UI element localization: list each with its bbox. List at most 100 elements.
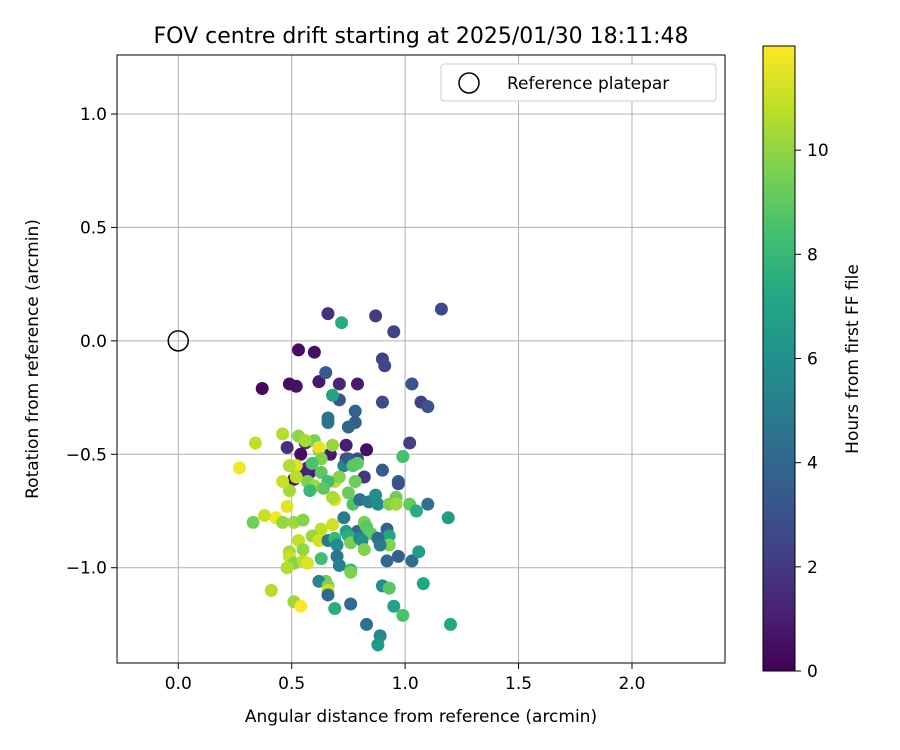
- data-point: [443, 617, 457, 631]
- data-point: [391, 549, 405, 563]
- reference-platepar-marker: [167, 330, 190, 352]
- data-point: [387, 599, 401, 613]
- data-point: [303, 484, 317, 498]
- data-point: [344, 597, 358, 611]
- data-point: [382, 529, 396, 543]
- data-point: [348, 475, 362, 489]
- x-tick-label: 1.0: [392, 674, 419, 694]
- data-point: [328, 602, 342, 616]
- data-point: [371, 638, 385, 652]
- colorbar: [762, 45, 796, 672]
- colorbar-tick-label: 8: [807, 245, 818, 265]
- y-tick-label: −1.0: [66, 559, 107, 579]
- data-point: [434, 302, 448, 316]
- data-point: [396, 608, 410, 622]
- colorbar-tick-label: 2: [807, 558, 818, 578]
- data-point: [280, 499, 294, 513]
- colorbar-tick-label: 4: [807, 454, 818, 474]
- data-point: [294, 447, 308, 461]
- data-point: [416, 577, 430, 591]
- data-point: [326, 388, 340, 402]
- data-point: [326, 490, 340, 504]
- data-point: [255, 381, 269, 395]
- data-point: [357, 543, 371, 557]
- data-point: [321, 588, 335, 602]
- data-point: [421, 497, 435, 511]
- data-point: [296, 513, 310, 527]
- data-point: [321, 307, 335, 321]
- data-point: [276, 475, 290, 489]
- data-point: [360, 617, 374, 631]
- y-tick-label: 0.0: [80, 332, 107, 352]
- data-point: [326, 518, 340, 532]
- data-point: [314, 522, 328, 536]
- data-point: [412, 545, 426, 559]
- data-point: [296, 543, 310, 557]
- data-point: [421, 400, 435, 414]
- colorbar-label: Hours from first FF file: [843, 264, 863, 454]
- x-tick-label: 0.5: [278, 674, 305, 694]
- data-point: [280, 561, 294, 575]
- x-tick-label: 1.5: [505, 674, 532, 694]
- data-point: [289, 379, 303, 393]
- data-point: [301, 556, 315, 570]
- data-point: [387, 325, 401, 339]
- data-point: [264, 583, 278, 597]
- x-axis-label: Angular distance from reference (arcmin): [245, 707, 597, 727]
- data-point: [312, 533, 326, 547]
- data-point: [294, 599, 308, 613]
- data-point: [371, 497, 385, 511]
- data-point: [312, 440, 326, 454]
- x-tick-label: 2.0: [618, 674, 645, 694]
- data-point: [316, 481, 330, 495]
- grid-lines: [117, 55, 725, 663]
- legend-marker: [458, 72, 480, 94]
- data-point: [305, 456, 319, 470]
- legend-label: Reference platepar: [507, 74, 669, 94]
- data-point: [335, 316, 349, 330]
- data-point: [375, 395, 389, 409]
- data-point: [298, 434, 312, 448]
- y-tick-label: 1.0: [80, 105, 107, 125]
- data-point: [282, 459, 296, 473]
- plot-background: [117, 55, 725, 663]
- data-point: [332, 377, 346, 391]
- colorbar-tick-label: 6: [807, 350, 818, 370]
- data-point: [382, 581, 396, 595]
- data-point: [373, 538, 387, 552]
- chart-title: FOV centre drift starting at 2025/01/30 …: [154, 24, 689, 49]
- data-point: [405, 377, 419, 391]
- data-point: [350, 456, 364, 470]
- data-point: [314, 465, 328, 479]
- data-point: [348, 404, 362, 418]
- legend-box: [440, 63, 717, 102]
- data-point: [246, 515, 260, 529]
- data-point: [409, 504, 423, 518]
- data-point: [360, 443, 374, 457]
- data-point: [403, 436, 417, 450]
- data-point: [326, 438, 340, 452]
- data-point: [369, 309, 383, 323]
- x-tick-label: 0.0: [165, 674, 192, 694]
- legend: Reference platepar: [440, 63, 717, 102]
- data-point: [337, 511, 351, 525]
- data-point: [378, 359, 392, 373]
- colorbar-tick-label: 0: [807, 662, 818, 682]
- data-point: [380, 554, 394, 568]
- data-point: [344, 565, 358, 579]
- data-point: [330, 538, 344, 552]
- data-point: [405, 554, 419, 568]
- data-point: [375, 463, 389, 477]
- x-axis-ticks: 0.0 0.5 1.0 1.5 2.0: [165, 663, 646, 694]
- data-point: [441, 511, 455, 525]
- plot-frame: [116, 54, 726, 664]
- y-axis-ticks: 1.0 0.5 0.0 −0.5 −1.0: [66, 105, 117, 579]
- data-point: [382, 538, 396, 552]
- data-point: [257, 509, 271, 523]
- data-point: [396, 450, 410, 464]
- data-point: [276, 515, 290, 529]
- data-point: [389, 497, 403, 511]
- y-axis-label: Rotation from reference (arcmin): [23, 219, 43, 499]
- data-point: [341, 486, 355, 500]
